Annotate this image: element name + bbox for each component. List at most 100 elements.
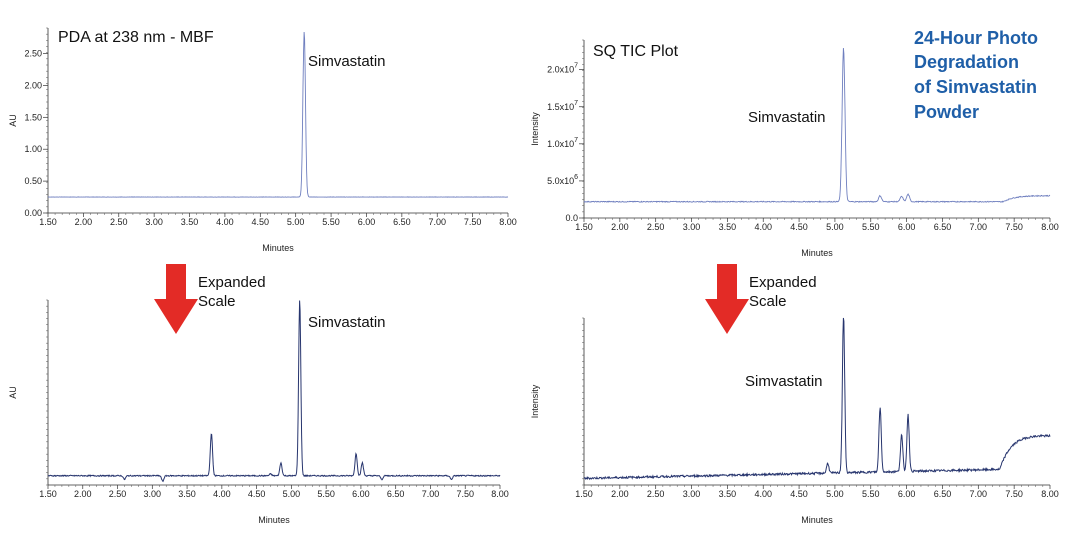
x-tick-label: 5.50	[862, 489, 880, 499]
tic-title: SQ TIC Plot	[593, 43, 679, 60]
x-tick-label: 6.00	[898, 489, 916, 499]
x-tick-label: 7.00	[428, 217, 446, 227]
x-tick-label: 7.00	[422, 489, 440, 499]
pda-title: PDA at 238 nm - MBF	[58, 29, 214, 46]
x-axis-label: Minutes	[258, 515, 290, 525]
y-tick-label: 5.0x106	[547, 174, 578, 186]
x-tick-label: 6.50	[387, 489, 405, 499]
x-tick-label: 5.00	[287, 217, 305, 227]
x-tick-label: 2.50	[647, 489, 665, 499]
side-title-line-1: 24-Hour Photo	[914, 28, 1038, 48]
x-tick-label: 5.00	[283, 489, 301, 499]
x-tick-label: 3.50	[181, 217, 199, 227]
y-tick-label: 2.50	[24, 49, 42, 59]
x-tick-label: 2.00	[75, 217, 93, 227]
expanded-scale-arrow-left: Expanded Scale	[154, 264, 266, 334]
x-tick-label: 2.50	[110, 217, 128, 227]
y-axis-label: AU	[8, 386, 18, 399]
side-title-line-4: Powder	[914, 102, 979, 122]
x-tick-label: 6.00	[898, 222, 916, 232]
x-tick-label: 7.00	[970, 222, 988, 232]
x-tick-label: 8.00	[491, 489, 509, 499]
x-tick-label: 4.00	[754, 489, 772, 499]
x-tick-label: 6.50	[393, 217, 411, 227]
x-tick-label: 4.50	[248, 489, 266, 499]
x-axis-label: Minutes	[262, 243, 294, 253]
x-tick-label: 7.00	[970, 489, 988, 499]
arrow-label-1: Expanded	[198, 274, 266, 291]
x-tick-label: 2.00	[611, 489, 629, 499]
x-tick-label: 7.50	[456, 489, 474, 499]
x-tick-label: 1.50	[575, 222, 593, 232]
x-tick-label: 3.50	[719, 222, 737, 232]
x-tick-label: 5.00	[826, 222, 844, 232]
y-tick-exponent: 7	[574, 137, 578, 144]
x-tick-label: 8.00	[1041, 222, 1059, 232]
y-tick-label: 1.0x107	[547, 137, 578, 149]
x-tick-label: 3.00	[683, 222, 701, 232]
x-tick-label: 4.00	[216, 217, 234, 227]
y-tick-exponent: 7	[574, 100, 578, 107]
x-tick-label: 1.50	[39, 217, 57, 227]
x-tick-label: 1.50	[39, 489, 57, 499]
x-tick-label: 4.50	[790, 222, 808, 232]
y-tick-exponent: 6	[574, 174, 578, 181]
x-tick-label: 6.50	[934, 222, 952, 232]
tic-exp-peak-label: Simvastatin	[745, 373, 823, 390]
chromatogram-trace	[583, 47, 1051, 203]
x-tick-label: 4.50	[790, 489, 808, 499]
x-tick-label: 6.50	[934, 489, 952, 499]
charts-layer: 1.50 2.00 2.50 3.00 3.50 4.00 4.50 5.00 5.50 6.00…	[8, 27, 1059, 525]
x-axis-label: Minutes	[801, 515, 833, 525]
y-tick-label: 2.0x107	[547, 63, 578, 75]
x-tick-label: 3.00	[144, 489, 162, 499]
x-tick-label: 5.50	[322, 217, 340, 227]
y-tick-label: 0.50	[24, 176, 42, 186]
pda-exp-peak-label: Simvastatin	[308, 314, 386, 331]
x-tick-label: 5.50	[862, 222, 880, 232]
x-tick-label: 2.00	[611, 222, 629, 232]
expanded-scale-arrow-right: Expanded Scale	[705, 264, 817, 334]
y-tick-label: 0.00	[24, 208, 42, 218]
x-tick-label: 4.00	[213, 489, 231, 499]
x-tick-label: 3.00	[145, 217, 163, 227]
x-tick-label: 7.50	[1005, 222, 1023, 232]
pda-peak-label: Simvastatin	[308, 53, 386, 70]
x-tick-label: 4.00	[754, 222, 772, 232]
x-tick-label: 2.00	[74, 489, 92, 499]
x-tick-label: 7.50	[464, 217, 482, 227]
y-tick-exponent: 7	[574, 63, 578, 70]
x-tick-label: 2.50	[109, 489, 127, 499]
y-axis-label: Intensity	[530, 384, 540, 418]
y-tick-label: 0.0	[565, 213, 578, 223]
x-axis-label: Minutes	[801, 248, 833, 258]
x-tick-label: 5.00	[826, 489, 844, 499]
x-tick-label: 3.50	[178, 489, 196, 499]
x-tick-label: 1.50	[575, 489, 593, 499]
x-tick-label: 6.00	[352, 489, 370, 499]
x-tick-label: 5.50	[317, 489, 335, 499]
y-axis-label: Intensity	[530, 112, 540, 146]
tic-peak-label: Simvastatin	[748, 109, 826, 126]
x-tick-label: 4.50	[252, 217, 270, 227]
arrow-label-2: Scale	[198, 293, 236, 310]
x-tick-label: 2.50	[647, 222, 665, 232]
y-tick-label: 1.50	[24, 112, 42, 122]
arrow-label-2: Scale	[749, 293, 787, 310]
chromatogram-trace	[583, 317, 1051, 481]
arrow-label-1: Expanded	[749, 274, 817, 291]
x-tick-label: 6.00	[358, 217, 376, 227]
y-tick-label: 2.00	[24, 80, 42, 90]
chromatogram-trace	[47, 300, 501, 483]
x-tick-label: 8.00	[499, 217, 517, 227]
x-tick-label: 3.00	[683, 489, 701, 499]
x-tick-label: 8.00	[1041, 489, 1059, 499]
down-arrow-icon	[705, 264, 749, 334]
x-tick-label: 7.50	[1005, 489, 1023, 499]
side-title-line-2: Degradation	[914, 52, 1019, 72]
x-tick-label: 3.50	[719, 489, 737, 499]
side-title-line-3: of Simvastatin	[914, 77, 1037, 97]
y-tick-label: 1.5x107	[547, 100, 578, 112]
y-axis-label: AU	[8, 114, 18, 127]
